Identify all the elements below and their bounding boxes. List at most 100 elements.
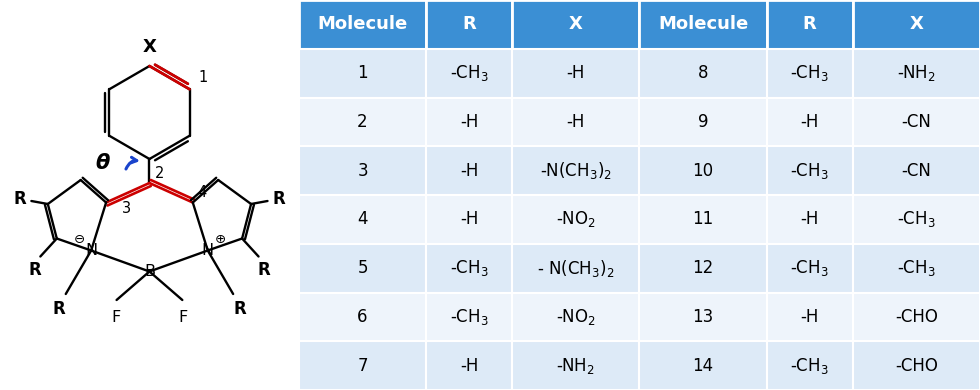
Text: -H: -H bbox=[460, 356, 478, 375]
Bar bbox=[513, 341, 640, 390]
Bar bbox=[766, 341, 853, 390]
Text: -CH$_3$: -CH$_3$ bbox=[897, 209, 936, 229]
Bar bbox=[513, 292, 640, 341]
Text: -CN: -CN bbox=[902, 113, 931, 131]
Bar bbox=[853, 244, 980, 292]
Bar bbox=[513, 49, 640, 98]
Bar bbox=[639, 341, 766, 390]
Bar bbox=[426, 244, 513, 292]
Bar bbox=[853, 195, 980, 244]
Text: 11: 11 bbox=[693, 210, 713, 229]
Text: -CH$_3$: -CH$_3$ bbox=[790, 63, 829, 83]
Text: 5: 5 bbox=[358, 259, 368, 277]
Bar bbox=[853, 292, 980, 341]
Text: -CH$_3$: -CH$_3$ bbox=[897, 258, 936, 278]
Bar bbox=[853, 98, 980, 146]
Text: -H: -H bbox=[460, 210, 478, 229]
Text: 9: 9 bbox=[698, 113, 709, 131]
Bar bbox=[426, 195, 513, 244]
Text: -CHO: -CHO bbox=[895, 356, 938, 375]
Text: 2: 2 bbox=[358, 113, 368, 131]
Text: -NO$_2$: -NO$_2$ bbox=[556, 209, 596, 229]
Bar bbox=[513, 98, 640, 146]
Text: 10: 10 bbox=[693, 161, 713, 180]
Text: 7: 7 bbox=[358, 356, 368, 375]
Bar bbox=[299, 341, 426, 390]
Bar bbox=[426, 146, 513, 195]
Text: -H: -H bbox=[801, 210, 819, 229]
Bar bbox=[513, 0, 640, 49]
Text: -H: -H bbox=[801, 113, 819, 131]
Text: 3: 3 bbox=[122, 201, 131, 216]
Bar bbox=[853, 146, 980, 195]
Bar bbox=[513, 244, 640, 292]
Text: Molecule: Molecule bbox=[658, 15, 748, 34]
Text: -CH$_3$: -CH$_3$ bbox=[790, 161, 829, 181]
Text: 4: 4 bbox=[358, 210, 368, 229]
Bar bbox=[299, 244, 426, 292]
Bar bbox=[426, 49, 513, 98]
Text: - N(CH$_3$)$_2$: - N(CH$_3$)$_2$ bbox=[537, 258, 614, 278]
Text: -H: -H bbox=[460, 113, 478, 131]
Bar bbox=[766, 146, 853, 195]
Bar bbox=[853, 0, 980, 49]
Text: -CHO: -CHO bbox=[895, 308, 938, 326]
Text: $\ominus$: $\ominus$ bbox=[73, 232, 84, 246]
Text: -H: -H bbox=[566, 64, 585, 82]
Text: $\oplus$: $\oplus$ bbox=[215, 232, 226, 246]
Text: 13: 13 bbox=[693, 308, 713, 326]
Bar bbox=[639, 146, 766, 195]
Text: R: R bbox=[14, 190, 26, 207]
Bar bbox=[513, 146, 640, 195]
Text: -H: -H bbox=[801, 308, 819, 326]
Bar bbox=[299, 195, 426, 244]
Text: 14: 14 bbox=[693, 356, 713, 375]
Text: 1: 1 bbox=[358, 64, 368, 82]
Bar bbox=[766, 292, 853, 341]
Text: -CH$_3$: -CH$_3$ bbox=[450, 258, 489, 278]
Bar bbox=[766, 0, 853, 49]
Bar bbox=[426, 98, 513, 146]
Bar bbox=[299, 0, 426, 49]
Bar bbox=[766, 244, 853, 292]
Text: -H: -H bbox=[566, 113, 585, 131]
Bar bbox=[299, 292, 426, 341]
Bar bbox=[639, 292, 766, 341]
Text: R: R bbox=[463, 15, 476, 34]
Text: B: B bbox=[144, 264, 155, 279]
Bar bbox=[766, 49, 853, 98]
Text: N: N bbox=[85, 243, 97, 258]
Text: X: X bbox=[568, 15, 583, 34]
Text: R: R bbox=[233, 300, 246, 318]
Bar bbox=[853, 341, 980, 390]
Bar bbox=[426, 0, 513, 49]
Text: 3: 3 bbox=[358, 161, 368, 180]
Text: 1: 1 bbox=[198, 70, 207, 85]
Text: -H: -H bbox=[460, 161, 478, 180]
Text: R: R bbox=[53, 300, 66, 318]
Bar bbox=[299, 98, 426, 146]
Text: -CN: -CN bbox=[902, 161, 931, 180]
Text: -CH$_3$: -CH$_3$ bbox=[790, 258, 829, 278]
Text: R: R bbox=[803, 15, 816, 34]
Bar bbox=[639, 0, 766, 49]
Text: F: F bbox=[178, 310, 187, 324]
Text: 2: 2 bbox=[155, 166, 165, 181]
Text: R: R bbox=[28, 261, 41, 279]
Bar bbox=[426, 292, 513, 341]
Text: -CH$_3$: -CH$_3$ bbox=[450, 63, 489, 83]
Text: -CH$_3$: -CH$_3$ bbox=[790, 356, 829, 376]
Bar bbox=[853, 49, 980, 98]
Bar bbox=[639, 49, 766, 98]
Text: 6: 6 bbox=[358, 308, 368, 326]
Text: N: N bbox=[202, 243, 214, 258]
Text: -N(CH$_3$)$_2$: -N(CH$_3$)$_2$ bbox=[540, 160, 612, 181]
Bar bbox=[766, 98, 853, 146]
Text: $\boldsymbol{\theta}$: $\boldsymbol{\theta}$ bbox=[95, 152, 111, 173]
Text: F: F bbox=[112, 310, 121, 324]
Text: 12: 12 bbox=[693, 259, 713, 277]
Bar bbox=[639, 98, 766, 146]
Text: -NO$_2$: -NO$_2$ bbox=[556, 307, 596, 327]
Text: R: R bbox=[272, 190, 285, 207]
Bar bbox=[299, 146, 426, 195]
